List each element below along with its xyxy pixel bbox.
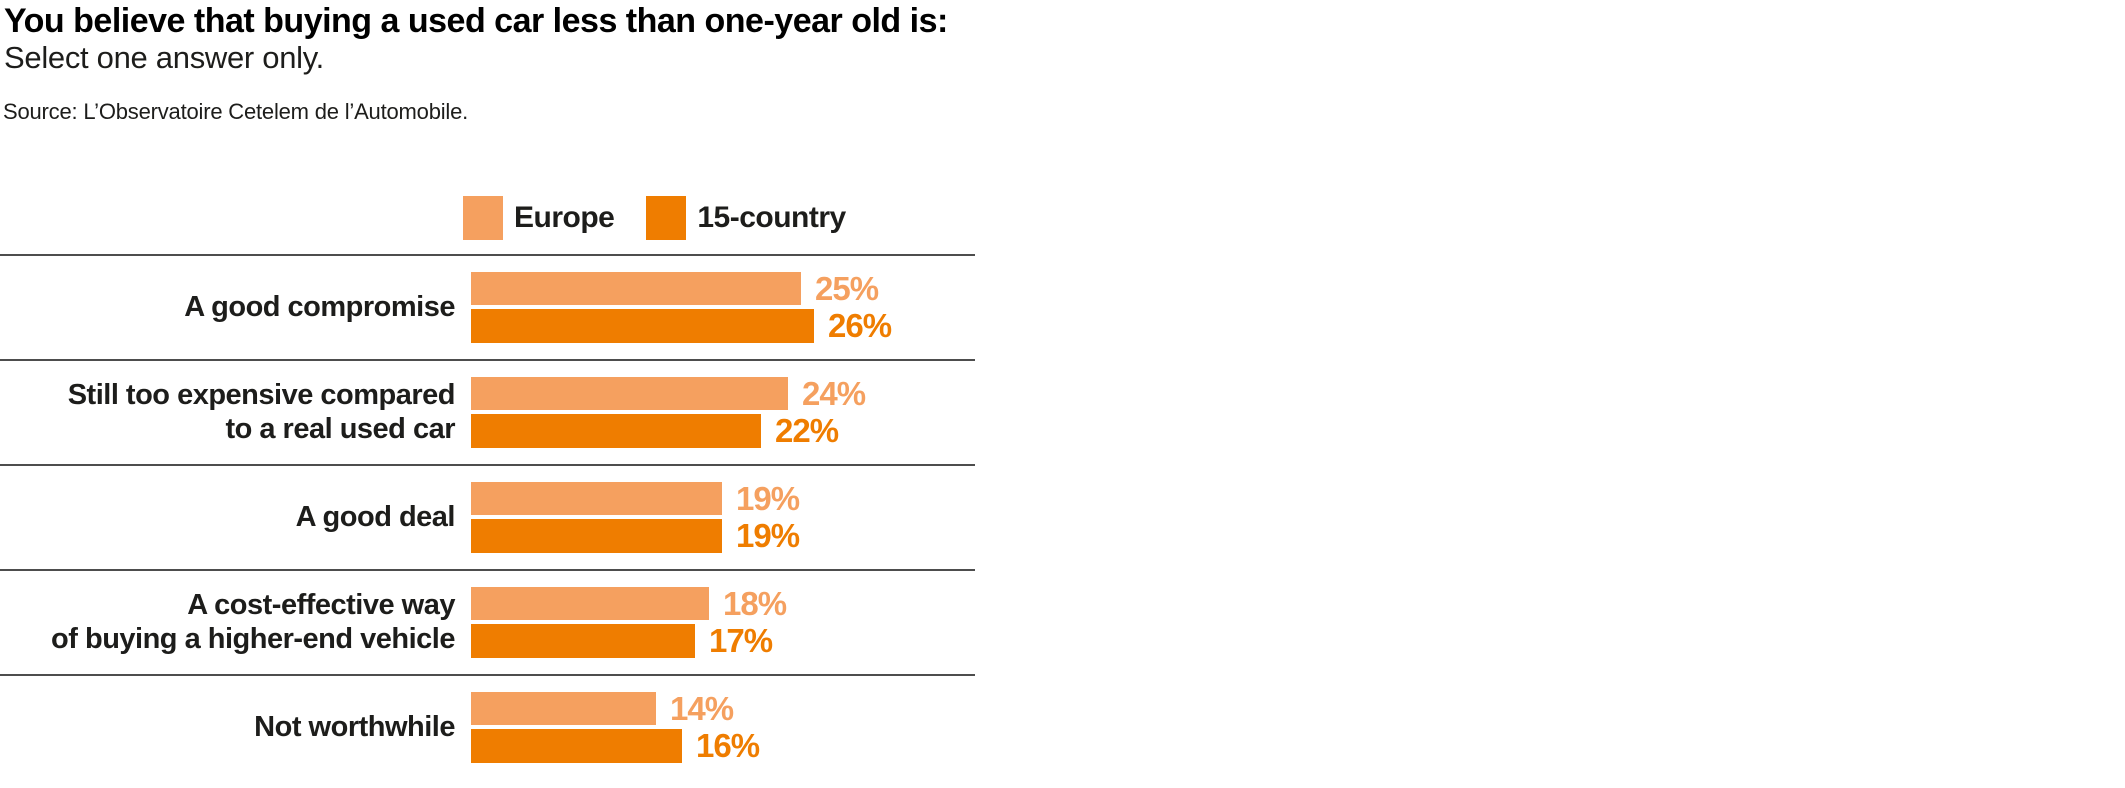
bar-15-country	[471, 519, 722, 553]
chart-row: Still too expensive compared to a real u…	[0, 359, 975, 464]
chart-row: A cost-effective way of buying a higher-…	[0, 569, 975, 674]
bar-value-europe: 19%	[736, 479, 800, 517]
bar-15-country	[471, 309, 814, 343]
bar-15-country	[471, 729, 682, 763]
category-label: A good deal	[295, 500, 456, 533]
legend-label-15-country: 15-country	[697, 201, 846, 234]
bar-value-15-country: 22%	[775, 412, 839, 449]
legend-item-europe: Europe	[463, 196, 615, 240]
bar-15-country	[471, 624, 695, 658]
legend: Europe 15-country	[463, 196, 846, 240]
chart-row: A good deal 19% 19%	[0, 464, 975, 569]
bar-15-country	[471, 414, 761, 448]
bar-value-15-country: 19%	[736, 517, 800, 554]
legend-swatch-europe	[463, 196, 503, 240]
bar-value-15-country: 16%	[696, 727, 760, 764]
bar-europe	[471, 272, 801, 305]
bar-group: 24% 22%	[471, 374, 866, 449]
bar-group: 18% 17%	[471, 584, 787, 659]
legend-item-15-country: 15-country	[646, 196, 846, 240]
bar-value-europe: 25%	[815, 269, 879, 307]
bar-chart: A good compromise 25% 26% Still too expe…	[0, 254, 975, 779]
bar-value-europe: 18%	[723, 584, 787, 622]
bar-value-europe: 14%	[670, 689, 734, 727]
category-label: A good compromise	[184, 290, 455, 323]
bar-group: 25% 26%	[471, 269, 892, 344]
category-label: Not worthwhile	[254, 710, 455, 743]
legend-swatch-15-country	[646, 196, 687, 240]
chart-row: A good compromise 25% 26%	[0, 254, 975, 359]
source-note: Source: L’Observatoire Cetelem de l’Auto…	[3, 99, 469, 124]
bar-group: 19% 19%	[471, 479, 800, 554]
bar-value-15-country: 26%	[828, 307, 892, 344]
bar-europe	[471, 377, 788, 410]
chart-row: Not worthwhile 14% 16%	[0, 674, 975, 779]
bar-value-europe: 24%	[802, 374, 866, 412]
page-title: You believe that buying a used car less …	[4, 2, 948, 40]
bar-group: 14% 16%	[471, 689, 760, 764]
bar-europe	[471, 692, 656, 725]
legend-label-europe: Europe	[514, 201, 615, 234]
bar-europe	[471, 482, 722, 515]
page-subtitle: Select one answer only.	[4, 40, 324, 75]
category-label: Still too expensive compared to a real u…	[67, 378, 456, 445]
bar-value-15-country: 17%	[709, 622, 773, 659]
bar-europe	[471, 587, 709, 620]
category-label: A cost-effective way of buying a higher-…	[51, 588, 455, 655]
